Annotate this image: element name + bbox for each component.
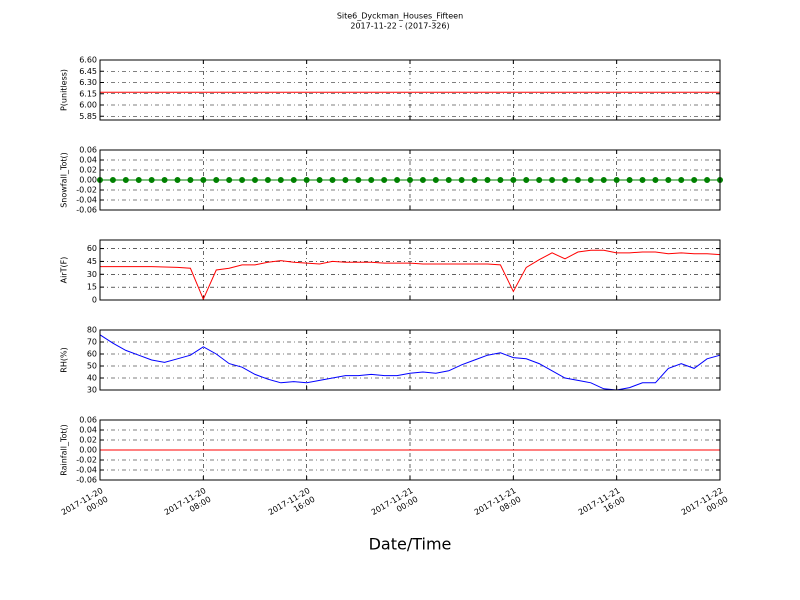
y-tick-label: 6.00 <box>79 101 97 110</box>
marker <box>587 177 594 183</box>
y-tick-label: 5.85 <box>79 112 97 121</box>
y-tick-label: 0.00 <box>79 176 97 185</box>
y-tick-label: 0.06 <box>79 146 97 155</box>
chart-title: Site6_Dyckman_Houses_Fifteen <box>337 12 463 21</box>
marker <box>187 177 194 183</box>
marker <box>626 177 633 183</box>
marker <box>329 177 336 183</box>
marker <box>445 177 452 183</box>
y-axis-label: Rainfall_Tot() <box>60 424 69 476</box>
y-tick-label: 0.06 <box>79 416 97 425</box>
y-tick-label: 80 <box>87 326 97 335</box>
marker <box>407 177 413 183</box>
marker <box>562 177 568 183</box>
marker <box>200 177 207 183</box>
marker <box>316 177 323 183</box>
marker <box>303 177 310 183</box>
y-tick-label: -0.04 <box>76 196 97 205</box>
y-tick-label: 45 <box>87 257 97 266</box>
marker <box>394 177 401 183</box>
y-axis-label: RH(%) <box>60 347 69 372</box>
y-tick-label: 0.02 <box>79 436 97 445</box>
y-tick-label: -0.06 <box>76 476 97 485</box>
marker <box>277 177 284 183</box>
y-axis-label: Snowfall_Tot() <box>60 152 69 208</box>
marker <box>458 177 465 183</box>
marker <box>290 177 297 183</box>
y-tick-label: -0.02 <box>76 456 97 465</box>
marker <box>381 177 388 183</box>
marker <box>355 177 362 183</box>
plot-frame <box>99 329 721 391</box>
y-tick-label: -0.02 <box>76 186 97 195</box>
y-tick-label: 40 <box>87 374 97 383</box>
marker <box>432 177 439 183</box>
marker <box>239 177 246 183</box>
y-tick-label: 0.04 <box>79 426 97 435</box>
marker <box>704 177 711 183</box>
marker <box>613 177 620 183</box>
marker <box>665 177 672 183</box>
y-tick-label: 6.30 <box>79 78 97 87</box>
x-axis-label: Date/Time <box>369 535 452 554</box>
plot-frame <box>99 59 721 121</box>
chart-subtitle: 2017-11-22 - (2017-326) <box>350 22 449 31</box>
marker <box>678 177 685 183</box>
marker <box>109 177 116 183</box>
marker <box>342 177 349 183</box>
marker <box>510 177 517 183</box>
marker <box>148 177 155 183</box>
line <box>100 249 721 301</box>
marker <box>368 177 375 183</box>
marker <box>523 177 530 183</box>
y-axis-label: AirT(F) <box>60 257 69 284</box>
marker <box>639 177 646 183</box>
plot-frame <box>99 239 721 301</box>
marker <box>536 177 543 183</box>
y-tick-label: 6.60 <box>79 56 97 65</box>
marker <box>226 177 233 183</box>
y-tick-label: 60 <box>87 350 97 359</box>
marker <box>213 177 220 183</box>
marker <box>174 177 181 183</box>
marker <box>549 177 556 183</box>
marker <box>471 177 478 183</box>
marker <box>135 177 142 183</box>
y-tick-label: 50 <box>87 362 97 371</box>
marker <box>691 177 698 183</box>
y-tick-label: 30 <box>87 386 97 395</box>
marker <box>161 177 168 183</box>
y-tick-label: 0.00 <box>79 446 97 455</box>
marker <box>484 177 491 183</box>
plot-frame <box>99 419 721 481</box>
plot-frame <box>99 149 721 211</box>
y-tick-label: 0.02 <box>79 166 97 175</box>
y-tick-label: 0.04 <box>79 156 97 165</box>
y-tick-label: -0.06 <box>76 206 97 215</box>
y-tick-label: 60 <box>87 244 97 253</box>
y-axis-label: P(unitless) <box>60 69 69 111</box>
y-tick-label: 15 <box>87 283 97 292</box>
marker <box>574 177 581 183</box>
marker <box>497 177 504 183</box>
marker <box>600 177 607 183</box>
marker <box>252 177 258 183</box>
marker <box>264 177 271 183</box>
marker <box>419 177 426 183</box>
y-tick-label: 70 <box>87 338 97 347</box>
y-tick-label: 30 <box>87 270 97 279</box>
marker <box>122 177 129 183</box>
marker <box>652 177 659 183</box>
y-tick-label: 6.45 <box>79 67 97 76</box>
y-tick-label: -0.04 <box>76 466 97 475</box>
y-tick-label: 0 <box>92 296 97 305</box>
y-tick-label: 6.15 <box>79 89 97 98</box>
